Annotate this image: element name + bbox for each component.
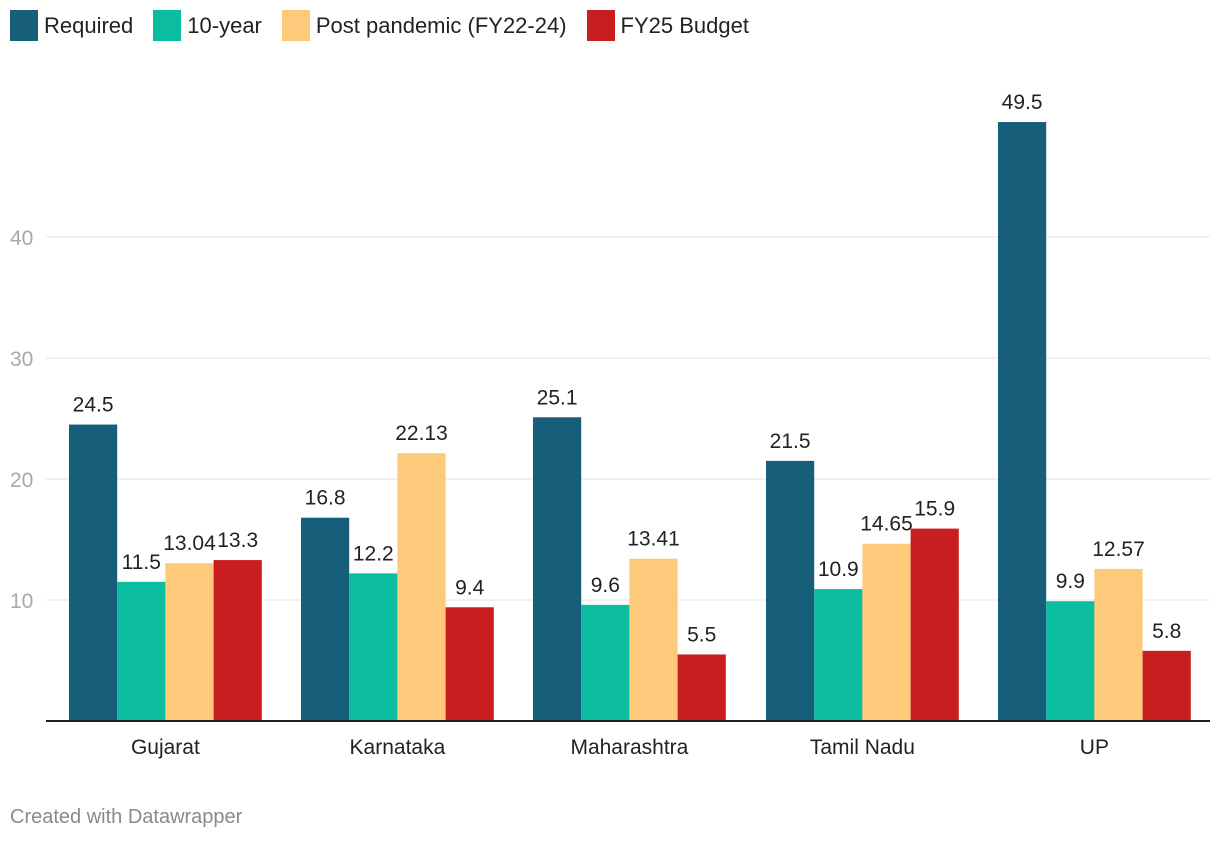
- legend-swatch-fy25-budget: [586, 10, 615, 41]
- data-label: 24.5: [73, 394, 114, 417]
- data-label: 11.5: [122, 551, 161, 574]
- data-label: 12.57: [1092, 538, 1145, 561]
- bar: [301, 517, 350, 721]
- legend-item-required: Required: [10, 10, 133, 41]
- bar: [629, 558, 678, 721]
- legend-item-post-pandemic: Post pandemic (FY22-24): [281, 10, 567, 41]
- data-label: 13.3: [217, 529, 258, 552]
- bar: [581, 604, 630, 721]
- legend-item-10-year: 10-year: [153, 10, 262, 41]
- legend-swatch-post-pandemic: [281, 10, 310, 41]
- bar: [117, 581, 166, 721]
- data-label: 13.04: [163, 532, 216, 555]
- bar: [445, 607, 494, 721]
- bar: [862, 543, 911, 721]
- data-label: 5.5: [687, 623, 716, 646]
- bar: [910, 528, 959, 721]
- legend-item-fy25-budget: FY25 Budget: [586, 10, 749, 41]
- legend-swatch-10-year: [153, 10, 182, 41]
- x-tick-label: Maharashtra: [570, 736, 688, 759]
- bar: [533, 417, 582, 721]
- y-tick-label: 20: [10, 469, 33, 492]
- bar: [766, 460, 815, 721]
- data-label: 9.4: [455, 576, 485, 599]
- legend-label-10-year: 10-year: [187, 12, 262, 38]
- bar: [397, 453, 446, 721]
- data-label: 25.1: [537, 386, 578, 409]
- bar: [814, 589, 863, 721]
- data-label: 10.9: [818, 558, 859, 581]
- legend-label-fy25-budget: FY25 Budget: [620, 12, 749, 38]
- data-label: 22.13: [395, 422, 448, 445]
- bar: [213, 560, 262, 721]
- data-label: 16.8: [305, 487, 346, 510]
- bar: [998, 122, 1047, 722]
- bar: [165, 563, 214, 721]
- y-tick-label: 40: [10, 227, 33, 250]
- data-label: 49.5: [1002, 91, 1043, 114]
- x-tick-label: UP: [1080, 736, 1109, 759]
- data-label: 12.2: [353, 542, 394, 565]
- data-label: 14.65: [860, 513, 913, 536]
- data-label: 9.9: [1056, 570, 1085, 593]
- x-tick-label: Gujarat: [131, 736, 200, 759]
- y-tick-label: 30: [10, 348, 33, 371]
- data-label: 15.9: [914, 498, 955, 521]
- y-tick-label: 10: [10, 590, 33, 613]
- legend-swatch-required: [10, 10, 38, 41]
- bar: [1094, 568, 1143, 721]
- legend-label-post-pandemic: Post pandemic (FY22-24): [315, 12, 567, 38]
- x-tick-label: Karnataka: [350, 736, 446, 759]
- bar: [69, 424, 118, 721]
- bar: [349, 573, 398, 721]
- bar: [1142, 650, 1191, 721]
- credit-text: Created with Datawrapper: [10, 806, 243, 828]
- data-label: 9.6: [591, 574, 620, 597]
- legend-label-required: Required: [44, 12, 134, 38]
- data-label: 5.8: [1152, 620, 1181, 643]
- data-label: 21.5: [770, 430, 811, 453]
- x-tick-label: Tamil Nadu: [810, 736, 915, 759]
- bar: [1046, 601, 1095, 721]
- data-label: 13.41: [627, 528, 680, 551]
- legend: Required 10-year Post pandemic (FY22-24)…: [10, 10, 749, 41]
- bar: [677, 654, 726, 721]
